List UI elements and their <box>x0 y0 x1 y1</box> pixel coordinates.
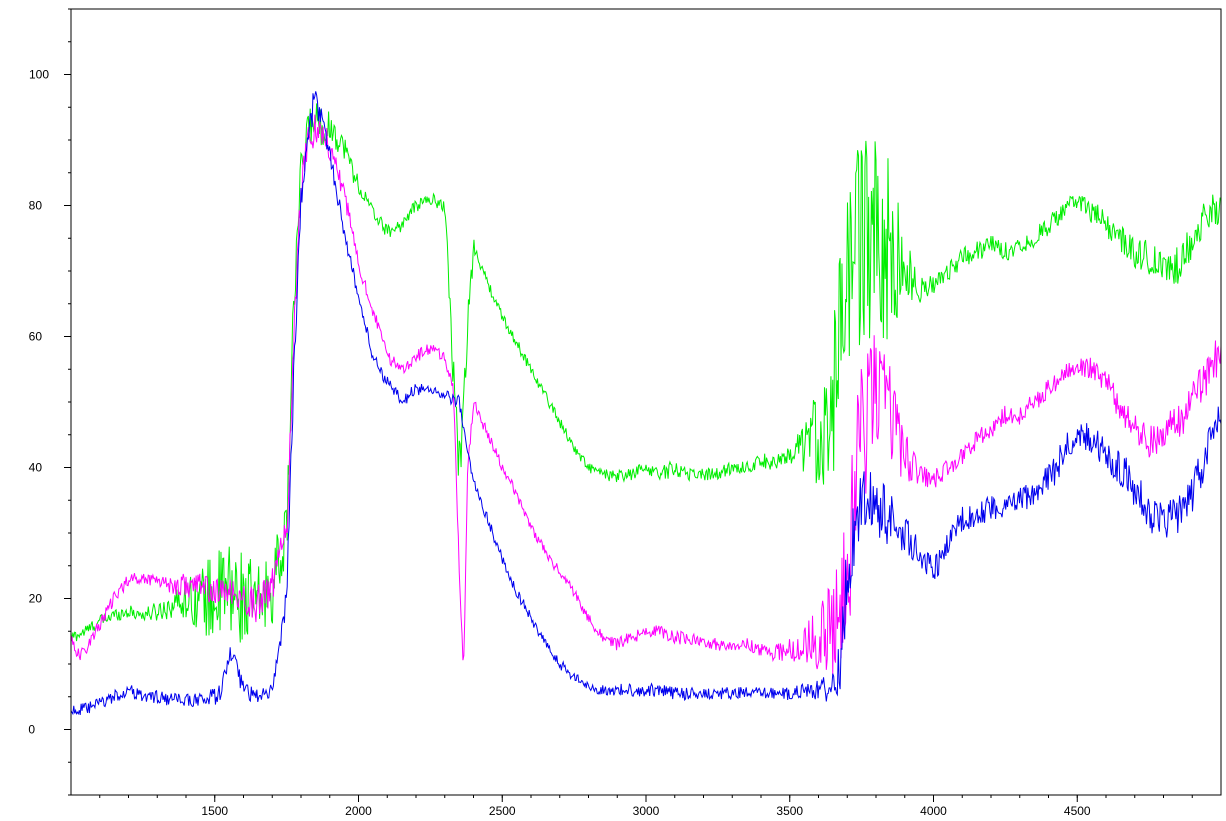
x-tick-label: 2000 <box>345 804 372 818</box>
y-tick-label: 80 <box>29 199 43 213</box>
x-tick-label: 2500 <box>489 804 516 818</box>
y-tick-label: 40 <box>29 461 43 475</box>
plot-area-background <box>71 9 1221 795</box>
x-tick-label: 4000 <box>920 804 947 818</box>
series-line-3 <box>70 91 1222 716</box>
series-layer <box>70 91 1222 716</box>
y-tick-label: 20 <box>29 592 43 606</box>
y-tick-label: 60 <box>29 330 43 344</box>
x-tick-label: 4500 <box>1064 804 1091 818</box>
axes-layer: 0 20 40 60 80 100 1500 2000 2500 3000 3500 4000 4500 <box>28 8 1222 818</box>
x-tick-label: 1500 <box>201 804 228 818</box>
y-tick-label: 100 <box>29 68 49 82</box>
x-tick-label: 3500 <box>776 804 803 818</box>
x-tick-label: 3000 <box>633 804 660 818</box>
y-tick-label: 0 <box>28 723 35 737</box>
series-line-2 <box>70 114 1222 675</box>
